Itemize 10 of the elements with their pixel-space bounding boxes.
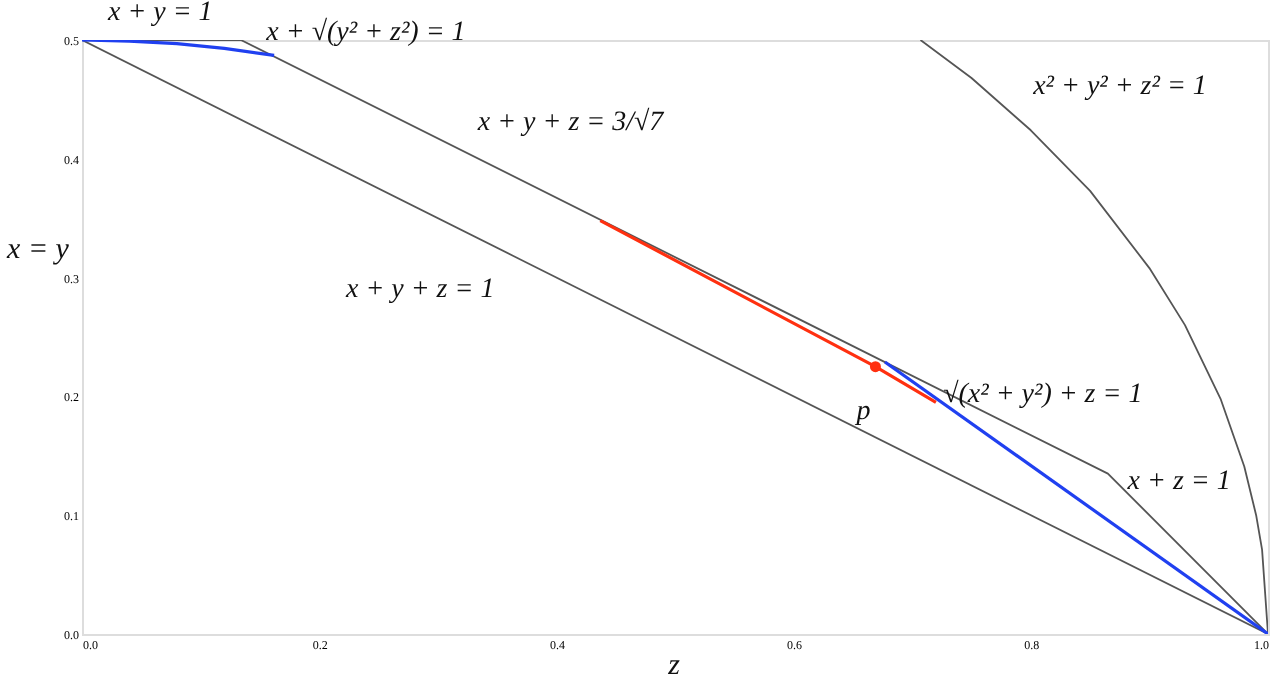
annotation: √(x² + y²) + z = 1 [943, 378, 1143, 411]
annotation: x + y = 1 [105, 0, 213, 28]
annotation: x + y + z = 3/√7 [475, 106, 666, 139]
annotation: x + z = 1 [1125, 466, 1231, 497]
annotation: x + y + z = 1 [343, 275, 495, 306]
y-axis-title: x = y [5, 234, 70, 266]
annotation: p [854, 396, 871, 427]
annotation: x² + y² + z² = 1 [1031, 72, 1207, 102]
annotation: x + √(y² + z²) = 1 [264, 16, 466, 49]
x-axis-title: z [666, 650, 681, 674]
